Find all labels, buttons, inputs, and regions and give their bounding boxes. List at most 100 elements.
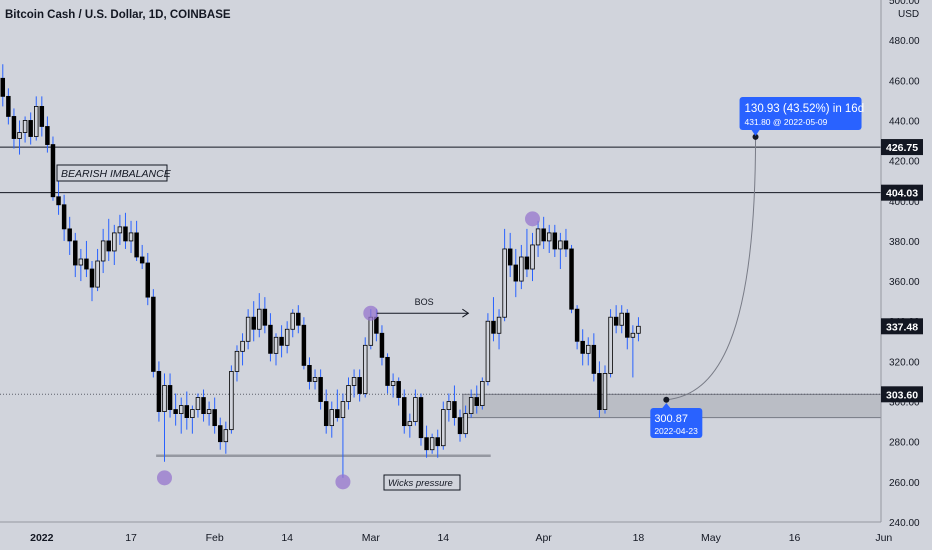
candle[interactable]	[134, 232, 139, 258]
candle[interactable]	[223, 429, 229, 443]
candle[interactable]	[39, 106, 45, 127]
price-badge[interactable]: 404.03	[881, 184, 923, 201]
candle[interactable]	[374, 316, 379, 334]
candle[interactable]	[480, 381, 485, 406]
candle[interactable]	[145, 262, 151, 298]
candle[interactable]	[61, 204, 67, 230]
candle[interactable]	[491, 320, 496, 334]
candle[interactable]	[201, 397, 206, 414]
candle[interactable]	[167, 385, 173, 410]
candle[interactable]	[379, 332, 385, 358]
candle[interactable]	[329, 409, 335, 427]
candle[interactable]	[218, 425, 223, 443]
candle[interactable]	[28, 120, 33, 137]
candle[interactable]	[463, 413, 468, 435]
candle[interactable]	[335, 409, 340, 419]
candle[interactable]	[541, 228, 546, 242]
candle[interactable]	[251, 316, 256, 330]
candle[interactable]	[11, 116, 17, 139]
candle[interactable]	[591, 344, 597, 374]
candle[interactable]	[435, 437, 440, 447]
candle[interactable]	[112, 232, 117, 252]
candle[interactable]	[502, 248, 507, 318]
candle[interactable]	[307, 364, 312, 382]
candle[interactable]	[418, 397, 424, 439]
candle[interactable]	[636, 325, 641, 334]
marker-circle[interactable]	[335, 474, 351, 490]
candle[interactable]	[485, 320, 491, 382]
candle[interactable]	[574, 308, 580, 342]
candle[interactable]	[240, 340, 245, 352]
candle[interactable]	[212, 409, 217, 427]
candle[interactable]	[73, 240, 78, 266]
candle[interactable]	[546, 232, 552, 242]
candle[interactable]	[519, 256, 524, 282]
candle[interactable]	[34, 106, 39, 137]
candle[interactable]	[429, 437, 435, 451]
candle[interactable]	[262, 308, 268, 326]
candle[interactable]	[67, 228, 72, 242]
candle[interactable]	[318, 377, 323, 402]
candle[interactable]	[625, 312, 630, 338]
candle[interactable]	[446, 401, 452, 410]
candle[interactable]	[552, 232, 558, 250]
candle[interactable]	[0, 77, 6, 97]
bearish-imbalance-label[interactable]: BEARISH IMBALANCE	[56, 164, 172, 182]
candle[interactable]	[396, 381, 401, 398]
candle[interactable]	[206, 409, 212, 414]
candle[interactable]	[524, 256, 530, 270]
candle[interactable]	[468, 397, 474, 414]
candle[interactable]	[452, 401, 457, 418]
marker-circle[interactable]	[156, 470, 172, 486]
candle[interactable]	[106, 240, 111, 252]
candle[interactable]	[6, 95, 11, 117]
candle[interactable]	[139, 256, 145, 264]
candle[interactable]	[586, 344, 591, 354]
measure-callout[interactable]: 130.93 (43.52%) in 16d 431.80 @ 2022-05-0…	[739, 97, 865, 136]
candle[interactable]	[563, 240, 569, 250]
candle[interactable]	[273, 336, 279, 354]
marker-circle[interactable]	[525, 211, 541, 227]
candle[interactable]	[17, 132, 22, 139]
candle[interactable]	[357, 377, 362, 394]
candle[interactable]	[156, 371, 162, 412]
candle[interactable]	[351, 377, 357, 386]
candle[interactable]	[362, 344, 368, 394]
marker-circle[interactable]	[363, 305, 379, 321]
candle[interactable]	[424, 437, 429, 451]
candle[interactable]	[290, 312, 295, 330]
candle[interactable]	[173, 409, 178, 414]
candle[interactable]	[413, 397, 418, 423]
candle[interactable]	[613, 316, 619, 326]
candle[interactable]	[580, 340, 585, 354]
wicks-pressure-label[interactable]: Wicks pressure	[383, 474, 461, 491]
candle[interactable]	[268, 324, 273, 354]
candle[interactable]	[56, 196, 61, 206]
candle[interactable]	[402, 397, 407, 427]
candle[interactable]	[78, 258, 84, 266]
candle[interactable]	[45, 126, 50, 145]
candle[interactable]	[178, 405, 184, 414]
candle[interactable]	[22, 120, 28, 133]
candle[interactable]	[602, 373, 608, 410]
candle[interactable]	[457, 417, 463, 435]
candle[interactable]	[229, 371, 234, 431]
candle[interactable]	[296, 312, 301, 326]
candle[interactable]	[184, 405, 190, 418]
candle[interactable]	[474, 397, 479, 406]
candle[interactable]	[162, 385, 167, 412]
candle[interactable]	[100, 240, 106, 262]
candle[interactable]	[123, 226, 128, 242]
candle[interactable]	[323, 401, 329, 427]
candle[interactable]	[569, 248, 574, 310]
candle[interactable]	[195, 397, 201, 410]
candle[interactable]	[507, 248, 513, 266]
candle[interactable]	[50, 144, 56, 198]
candle[interactable]	[496, 316, 502, 334]
candle[interactable]	[390, 381, 396, 386]
candle[interactable]	[279, 336, 284, 346]
price-badge[interactable]: 303.60	[881, 386, 923, 403]
candle[interactable]	[95, 260, 100, 288]
candle[interactable]	[368, 316, 374, 346]
